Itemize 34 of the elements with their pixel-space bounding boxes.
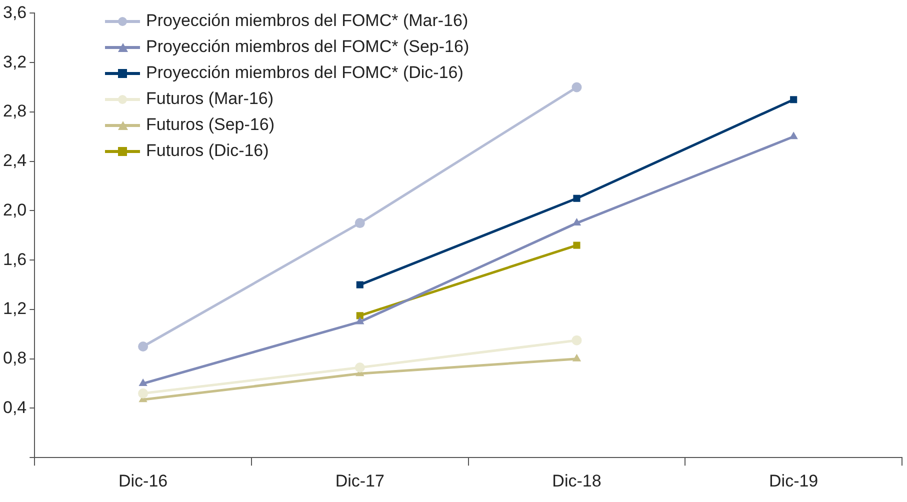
point: [354, 218, 365, 228]
point: [572, 354, 582, 362]
x-tick-label: Dic-16: [118, 471, 168, 490]
point: [573, 194, 580, 202]
point: [572, 335, 582, 346]
point: [356, 281, 364, 288]
point: [138, 388, 148, 398]
point: [572, 82, 582, 92]
y-tick-label: 0,4: [2, 398, 27, 417]
y-tick-label: 0,8: [2, 348, 27, 368]
x-tick-label: Dic-17: [335, 471, 384, 490]
legend-label: Proyección miembros del FOMC* (Sep-16): [146, 36, 470, 58]
y-tick-label: 2,0: [2, 200, 27, 220]
legend-label: Futuros (Sep-16): [146, 114, 274, 136]
point: [356, 316, 364, 324]
point: [138, 378, 148, 386]
point: [790, 96, 798, 104]
point: [356, 312, 364, 320]
point: [573, 242, 580, 249]
x-tick-label: Dic-19: [769, 471, 818, 490]
legend-label: Futuros (Mar-16): [146, 88, 274, 110]
y-tick-label: 2,4: [2, 151, 27, 170]
point: [138, 342, 148, 352]
y-tick-label: 3,6: [2, 2, 27, 22]
y-tick-label: 1,6: [2, 250, 27, 269]
legend-label: Futuros (Dic-16): [146, 140, 269, 162]
point: [789, 132, 798, 140]
y-tick-label: 1,2: [2, 299, 27, 318]
x-tick-label: Dic-18: [552, 471, 602, 490]
point: [354, 362, 365, 372]
y-tick-label: 3,2: [2, 52, 27, 72]
y-tick-label: 2,8: [2, 102, 27, 121]
legend-label: Proyección miembros del FOMC* (Dic-16): [146, 62, 464, 84]
legend-label: Proyección miembros del FOMC* (Mar-16): [146, 10, 468, 32]
